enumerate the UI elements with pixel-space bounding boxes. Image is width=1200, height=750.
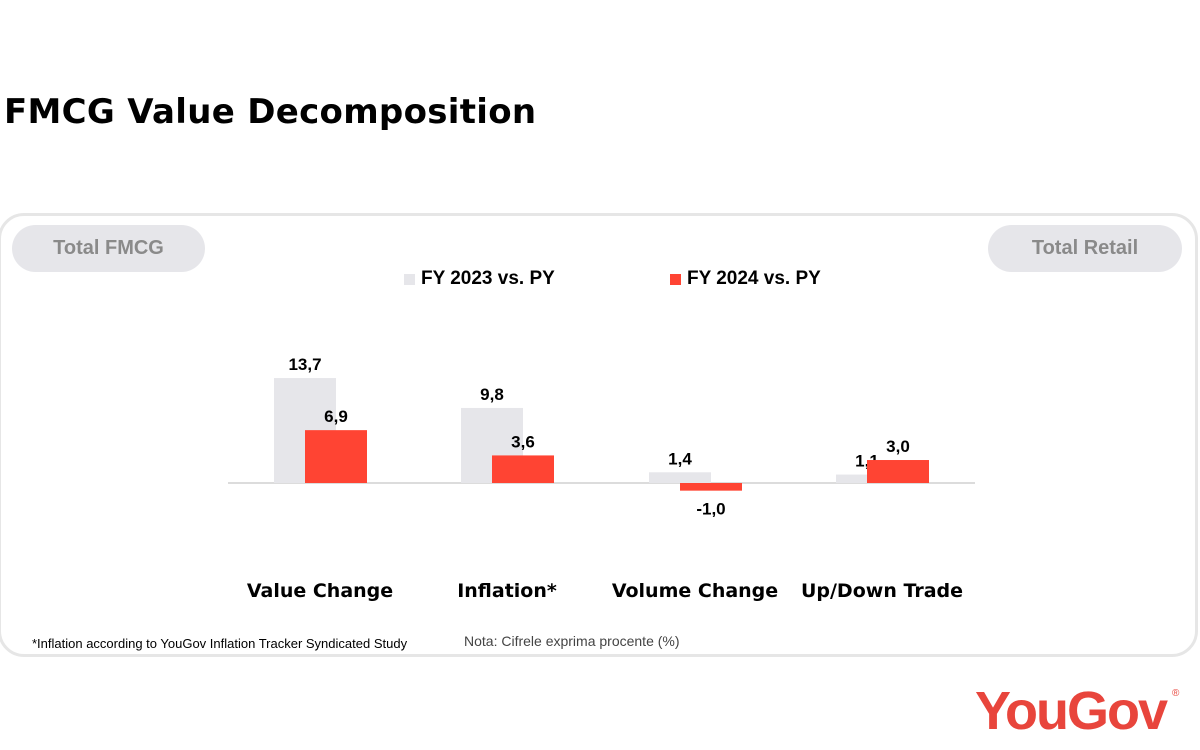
legend-label-fy2024: FY 2024 vs. PY [687, 268, 821, 289]
note: Nota: Cifrele exprima procente (%) [464, 633, 680, 649]
bar-fy2024 [305, 430, 367, 483]
bar-fy2024 [680, 483, 742, 491]
footnote: *Inflation according to YouGov Inflation… [32, 636, 408, 651]
total-retail-pill: Total Retail [988, 225, 1182, 272]
chart-panel [0, 213, 1198, 657]
registered-mark: ® [1172, 688, 1180, 699]
legend-swatch-fy2024 [670, 273, 681, 285]
legend-item-fy2023: FY 2023 vs. PY [404, 268, 555, 290]
category-label: Value Change [247, 580, 393, 602]
category-label: Volume Change [612, 580, 778, 602]
legend-label-fy2023: FY 2023 vs. PY [421, 268, 555, 289]
category-label: Inflation* [457, 580, 557, 602]
data-label: 1,4 [668, 449, 692, 468]
data-label: 3,0 [886, 437, 910, 456]
yougov-logo: YouGov [975, 681, 1168, 741]
data-label: 13,7 [288, 355, 321, 374]
bar-fy2024 [492, 455, 554, 483]
total-fmcg-pill: Total FMCG [12, 225, 205, 272]
data-label: 9,8 [480, 385, 504, 404]
page-title: FMCG Value Decomposition [4, 92, 537, 132]
data-label: 6,9 [324, 407, 348, 426]
legend-item-fy2024: FY 2024 vs. PY [670, 268, 821, 290]
data-label: -1,0 [696, 500, 725, 519]
data-label: 3,6 [511, 432, 535, 451]
category-label: Up/Down Trade [801, 580, 963, 602]
bar-fy2024 [867, 460, 929, 483]
bar-fy2023 [649, 472, 711, 483]
legend-swatch-fy2023 [404, 273, 415, 285]
